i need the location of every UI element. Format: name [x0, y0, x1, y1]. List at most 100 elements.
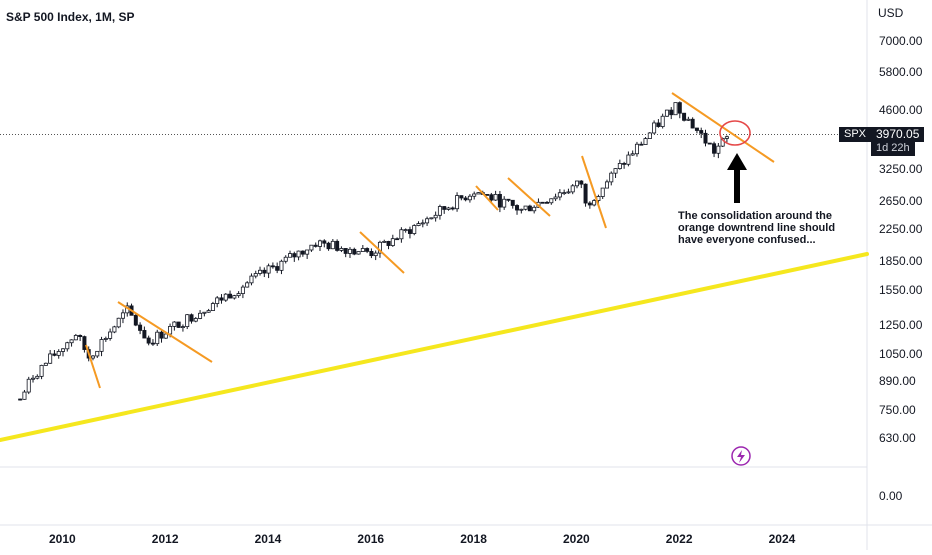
annotation-text: The consolidation around the orange down…	[678, 210, 836, 246]
y-tick-label: 1850.00	[879, 254, 923, 268]
candle-body	[317, 240, 322, 247]
candle-body	[386, 240, 391, 246]
candle-body	[133, 314, 138, 326]
candle-body	[510, 199, 515, 206]
candle-body	[339, 248, 344, 251]
candlestick-series	[18, 101, 729, 401]
candle-body	[292, 253, 297, 258]
candle-body	[703, 132, 708, 144]
candle-body	[677, 102, 682, 114]
candle-body	[493, 193, 498, 201]
candle-body	[613, 168, 618, 174]
candle-body	[163, 333, 168, 339]
chart-title: S&P 500 Index, 1M, SP	[6, 10, 135, 24]
orange-downtrend-line	[507, 177, 551, 217]
candle-body	[245, 282, 250, 288]
candle-body	[283, 256, 288, 262]
candle-body	[694, 127, 699, 131]
red-highlight-circle	[719, 120, 751, 146]
candle-body	[489, 194, 494, 201]
x-tick-label: 2020	[563, 532, 590, 546]
candle-body	[159, 331, 164, 339]
candle-body	[463, 197, 468, 201]
candle-body	[476, 192, 481, 195]
candle-body	[399, 229, 404, 240]
candle-body	[579, 180, 584, 185]
y-tick-label: 750.00	[879, 403, 916, 417]
candle-body	[442, 206, 447, 210]
candle-body	[228, 293, 233, 299]
candle-body	[365, 248, 370, 252]
candle-body	[446, 207, 451, 210]
candle-body	[652, 122, 657, 134]
candle-body	[138, 324, 143, 331]
candle-body	[61, 348, 66, 352]
candle-body	[236, 293, 241, 297]
candle-body	[108, 331, 113, 339]
candle-body	[189, 314, 194, 322]
candle-body	[39, 364, 44, 377]
candle-body	[223, 293, 228, 301]
candle-body	[647, 132, 652, 139]
orange-downtrend-line	[671, 92, 775, 163]
y-tick-label: 630.00	[879, 431, 916, 445]
candle-body	[253, 273, 258, 277]
x-tick-label: 2014	[254, 532, 282, 546]
candle-body	[275, 266, 280, 271]
candle-body	[288, 253, 293, 258]
candle-body	[660, 115, 665, 127]
candle-body	[35, 375, 40, 379]
candle-body	[575, 180, 580, 187]
candle-body	[90, 355, 95, 359]
candle-body	[626, 154, 631, 165]
candle-body	[549, 198, 554, 204]
candle-body	[455, 195, 460, 210]
candle-body	[497, 193, 502, 208]
countdown-tag: 1d 22h	[871, 141, 915, 156]
candle-body	[335, 240, 340, 251]
y-tick-label: 5800.00	[879, 65, 923, 79]
yellow-support-line	[0, 252, 869, 442]
candle-body	[716, 145, 721, 154]
candle-body	[412, 225, 417, 234]
candle-body	[155, 331, 160, 345]
candle-body	[198, 312, 203, 319]
candle-body	[352, 248, 357, 255]
candle-body	[450, 207, 455, 210]
candle-body	[300, 250, 305, 255]
candle-body	[437, 206, 442, 216]
candle-body	[116, 317, 121, 328]
candle-body	[65, 342, 70, 350]
y-tick-label: 7000.00	[879, 34, 923, 48]
candle-body	[313, 244, 318, 247]
y-tick-label: 0.00	[879, 489, 903, 503]
candle-body	[540, 201, 545, 204]
candle-body	[712, 143, 717, 154]
candle-body	[73, 334, 78, 341]
candle-body	[142, 330, 147, 339]
orange-downtrend-line	[117, 301, 213, 363]
lightning-icon	[737, 450, 745, 463]
candle-body	[527, 205, 532, 212]
candle-body	[18, 398, 23, 401]
candle-body	[382, 240, 387, 243]
candle-body	[523, 205, 528, 210]
candle-body	[112, 326, 117, 333]
candle-body	[219, 297, 224, 301]
candle-body	[506, 198, 511, 201]
support-trendline	[0, 252, 869, 442]
candle-body	[330, 240, 335, 250]
candle-body	[185, 314, 190, 328]
candle-body	[390, 238, 395, 246]
symbol-tag: SPX	[839, 127, 872, 142]
candle-body	[103, 338, 108, 340]
candle-body	[459, 195, 464, 199]
candle-body	[22, 391, 27, 400]
candle-body	[433, 214, 438, 219]
candle-body	[425, 218, 430, 224]
candle-body	[669, 109, 674, 116]
candle-body	[634, 143, 639, 155]
candle-body	[95, 350, 100, 357]
candle-body	[472, 193, 477, 197]
